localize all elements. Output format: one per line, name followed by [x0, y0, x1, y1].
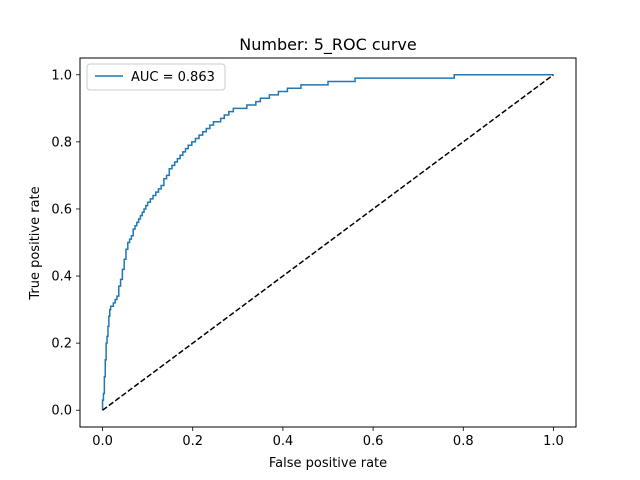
y-tick-label: 0.6	[51, 202, 72, 217]
chance-diagonal-line	[102, 74, 554, 411]
x-tick-label: 0.0	[92, 434, 113, 449]
x-tick-label: 0.2	[182, 434, 203, 449]
x-tick-label: 0.8	[453, 434, 474, 449]
roc-curve-line	[101, 74, 554, 411]
y-tick-label: 1.0	[51, 68, 72, 83]
y-tick-label: 0.4	[51, 270, 72, 285]
y-tick-label: 0.2	[51, 337, 72, 352]
y-tick-label: 0.0	[51, 404, 72, 419]
x-axis-label: False positive rate	[269, 456, 387, 471]
y-tick-label: 0.8	[51, 135, 72, 150]
x-tick-label: 1.0	[543, 434, 564, 449]
plot-content	[101, 74, 554, 411]
x-tick-label: 0.6	[363, 434, 384, 449]
axis-ticks: 0.0 0.2 0.4 0.6 0.8 1.0 0.0 0.2 0.4 0.6 0.8 1.0	[51, 68, 563, 449]
legend-box	[86, 63, 226, 91]
y-axis-label: True positive rate	[28, 186, 43, 300]
legend: AUC = 0.863	[86, 63, 226, 91]
legend-label: AUC = 0.863	[131, 70, 215, 85]
x-tick-label: 0.4	[273, 434, 294, 449]
chart-title: Number: 5_ROC curve	[239, 35, 416, 55]
plot-frame	[79, 57, 577, 428]
